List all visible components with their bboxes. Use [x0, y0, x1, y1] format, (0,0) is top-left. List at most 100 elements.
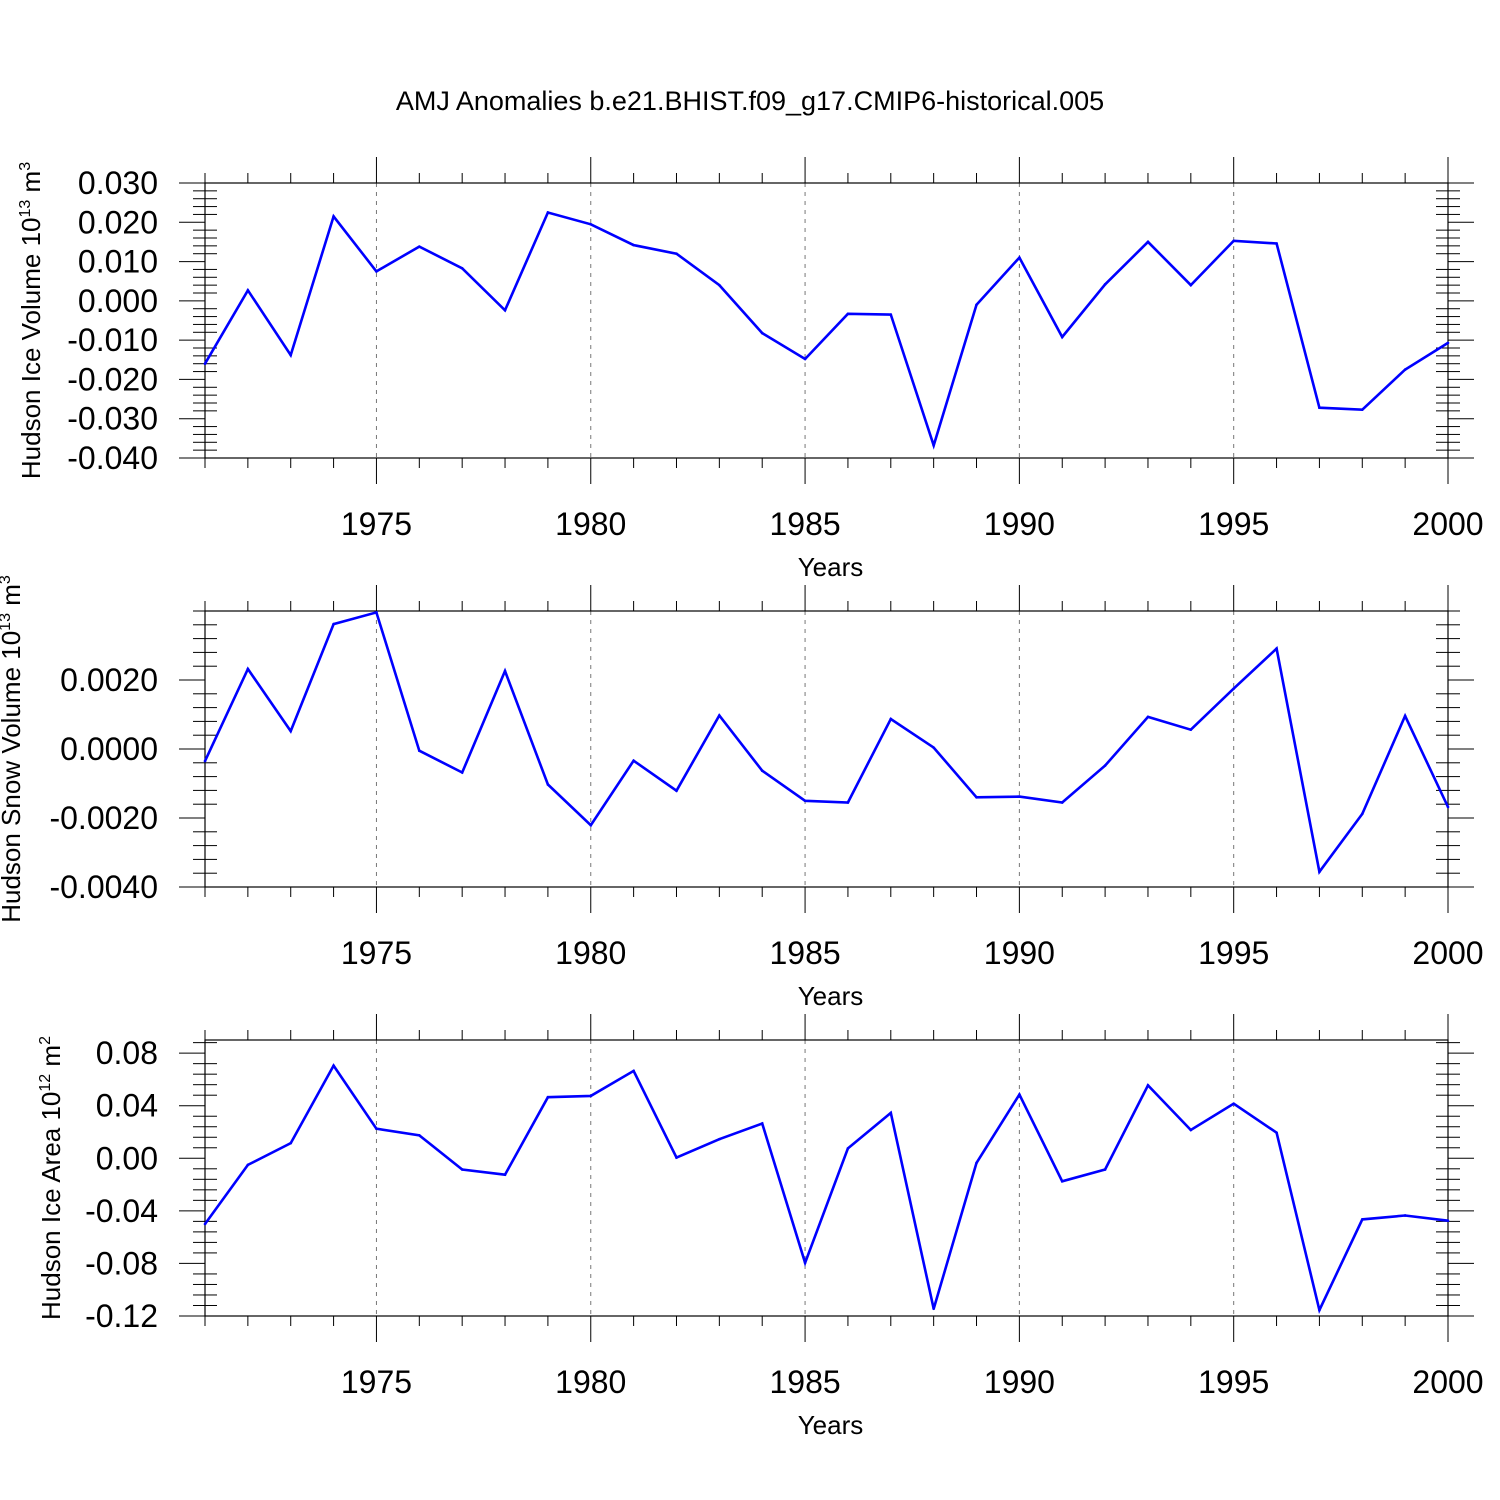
data-point — [1403, 714, 1407, 718]
y-tick-label: 0.0000 — [60, 731, 158, 767]
data-point — [589, 823, 593, 827]
data-point — [1060, 335, 1064, 339]
data-point — [1275, 647, 1278, 650]
data-point — [503, 308, 507, 312]
data-point — [546, 783, 550, 786]
x-tick-label: 1985 — [769, 935, 840, 971]
data-point — [1189, 283, 1193, 287]
x-tick-label: 1985 — [769, 1364, 840, 1400]
data-point — [932, 444, 935, 447]
data-point — [1360, 812, 1364, 816]
data-point — [203, 759, 207, 763]
data-point — [718, 1137, 721, 1141]
x-tick-label: 2000 — [1412, 506, 1483, 542]
data-point — [846, 1147, 850, 1150]
data-point — [1232, 1102, 1235, 1106]
data-point — [889, 1111, 893, 1115]
data-point — [803, 799, 807, 803]
data-point — [632, 1069, 635, 1073]
y-tick-label: 0.010 — [78, 244, 158, 280]
data-point — [589, 1094, 593, 1098]
data-point — [1446, 1219, 1450, 1223]
data-point — [932, 1307, 935, 1311]
chart-panels: 1975 1980 1985 1990 1995 2000 Years -0.040-0.03… — [0, 157, 1484, 1440]
y-tick-label: 0.08 — [96, 1035, 158, 1071]
y-tick-label: 0.030 — [78, 165, 158, 201]
chart-panel-3: 1975 1980 1985 1990 1995 2000 Years -0.12 -0.08 -… — [36, 1014, 1484, 1440]
data-point — [1403, 1214, 1407, 1217]
plot-frame — [204, 1039, 1449, 1317]
x-tick-label: 1990 — [984, 1364, 1055, 1400]
x-tick-label: 1990 — [984, 506, 1055, 542]
y-tick-label: 0.04 — [96, 1088, 158, 1124]
data-point — [1360, 408, 1364, 411]
data-series-line — [203, 1063, 1449, 1314]
x-tick-label: 1985 — [769, 506, 840, 542]
x-tick-label: 1975 — [341, 506, 412, 542]
y-axis-label: Hudson Ice Area 1012 m2 — [36, 1036, 66, 1320]
plot-frame — [204, 182, 1449, 459]
y-tick-label: 0.00 — [96, 1140, 158, 1176]
data-point — [1360, 1218, 1364, 1221]
data-point — [718, 714, 721, 717]
x-tick-label: 1990 — [984, 935, 1055, 971]
data-point — [1060, 801, 1064, 804]
figure-title: AMJ Anomalies b.e21.BHIST.f09_g17.CMIP6-… — [396, 86, 1104, 116]
data-point — [589, 222, 593, 226]
data-point — [203, 362, 207, 366]
data-point — [846, 801, 850, 804]
data-point — [675, 789, 678, 793]
y-tick-label: -0.0020 — [49, 800, 158, 836]
data-point — [460, 266, 464, 270]
y-tick-label: -0.12 — [85, 1298, 158, 1334]
data-point — [803, 1261, 807, 1265]
data-point — [760, 769, 764, 773]
data-point — [889, 717, 893, 721]
y-tick-label: -0.040 — [67, 440, 158, 476]
data-point — [675, 1156, 678, 1159]
data-point — [1232, 687, 1235, 690]
data-point — [375, 270, 378, 273]
x-tick-label: 1995 — [1198, 506, 1269, 542]
data-point — [975, 796, 978, 799]
chart-panel-2: 1975 1980 1985 1990 1995 2000 Years -0.0040 -0.0… — [0, 575, 1484, 1011]
data-point — [1446, 341, 1450, 345]
data-point — [460, 1168, 464, 1171]
y-tick-label: -0.04 — [85, 1193, 158, 1229]
data-point — [1018, 795, 1021, 798]
data-point — [332, 215, 335, 218]
data-point — [546, 211, 550, 214]
y-tick-label: 0.0020 — [60, 662, 158, 698]
data-point — [1018, 1093, 1021, 1096]
x-tick-label: 1995 — [1198, 935, 1269, 971]
y-axis-label: Hudson Ice Volume 1013 m3 — [16, 162, 46, 479]
data-point — [1103, 1168, 1107, 1171]
data-point — [932, 746, 935, 749]
data-point — [332, 1064, 335, 1067]
y-tick-label: -0.010 — [67, 322, 158, 358]
data-point — [846, 312, 850, 316]
data-series-line — [203, 610, 1450, 875]
data-point — [632, 243, 635, 247]
data-series-line — [203, 210, 1449, 450]
data-point — [1403, 368, 1407, 371]
data-point — [1189, 1128, 1193, 1132]
data-point — [760, 331, 764, 335]
data-point — [1275, 242, 1278, 245]
data-point — [1189, 728, 1193, 731]
data-point — [289, 729, 293, 733]
plot-frame — [204, 610, 1449, 888]
data-point — [1146, 715, 1150, 719]
data-point — [1146, 1084, 1150, 1087]
data-point — [1060, 1179, 1064, 1183]
data-point — [1318, 870, 1321, 874]
data-point — [460, 771, 464, 774]
x-axis-label: Years — [798, 981, 864, 1011]
data-point — [1318, 406, 1321, 410]
data-point — [1446, 805, 1450, 809]
y-tick-label: -0.030 — [67, 401, 158, 437]
y-tick-label: -0.08 — [85, 1245, 158, 1281]
x-tick-label: 1975 — [341, 935, 412, 971]
x-tick-label: 1995 — [1198, 1364, 1269, 1400]
